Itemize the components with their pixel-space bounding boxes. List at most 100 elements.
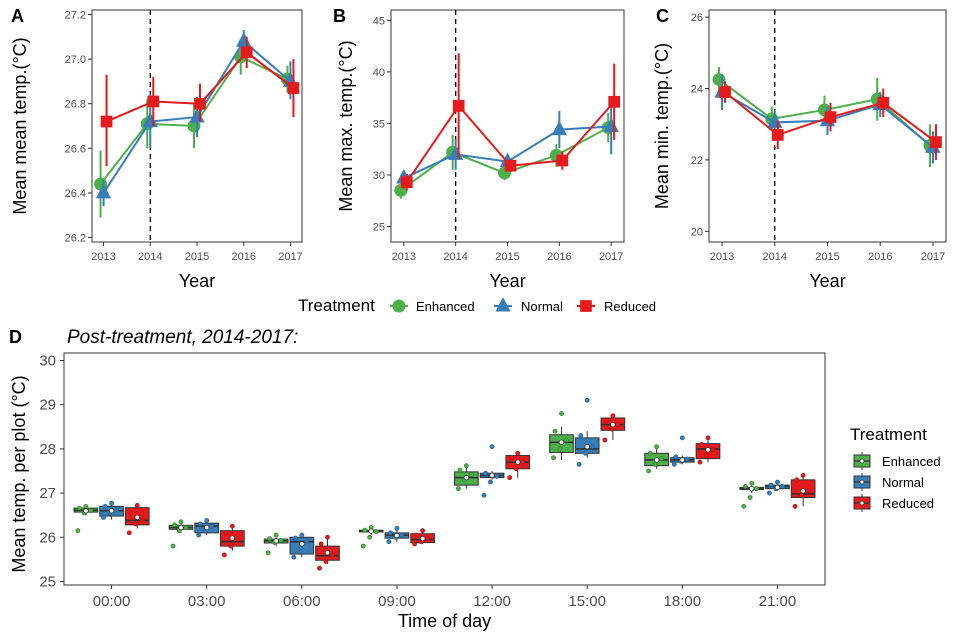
y-tick-label: 24 [691,84,703,96]
jitter-point [805,488,811,494]
data-point-reduced [824,111,837,123]
mean-marker [273,538,279,544]
jitter-point [483,470,489,476]
jitter-point [800,473,806,478]
panel-b-frame [390,9,625,243]
x-tick-label: 18:00 [664,593,702,610]
right-legend-label-reduced: Reduced [882,496,934,511]
data-point-reduced [556,154,569,167]
jitter-point [399,532,405,538]
jitter-point [468,472,474,477]
right-legend: Treatment Enhanced Normal Reduced [850,425,941,512]
x-tick-label: 21:00 [759,593,797,610]
jitter-point [697,459,703,465]
mean-marker [394,532,400,539]
jitter-point [515,450,521,456]
x-tick-label: 2017 [921,251,945,263]
jitter-point [671,461,677,467]
x-tick-label: 2016 [547,251,571,263]
box-reduced-06-00 [315,534,340,571]
mean-marker [610,421,616,428]
y-tick-label: 45 [373,15,385,27]
mean-marker [368,528,374,534]
jitter-point [494,473,500,479]
jitter-point [779,484,785,489]
panel-d-letter: D [9,327,22,347]
top-legend-key-reduced [580,300,592,312]
data-point-reduced [452,100,465,112]
panel-c-letter: C [656,6,669,26]
panel-d-frame [63,352,826,586]
jitter-point [394,526,400,531]
jitter-point [792,503,798,509]
jitter-point [659,456,664,462]
mean-marker [463,474,470,481]
jitter-point [507,475,513,481]
top-legend-key-normal [495,297,511,312]
box-normal-06-00 [289,532,315,560]
mean-marker [134,514,140,521]
jitter-point [229,523,235,529]
mean-marker [800,488,806,494]
data-point-reduced [504,159,517,172]
jitter-point [102,503,108,509]
y-tick-label: 26.8 [65,99,86,111]
jitter-point [101,514,106,520]
jitter-point [183,525,189,530]
top-legend-title: Treatment [298,296,375,315]
jitter-point [608,426,614,432]
mean-marker [83,508,89,514]
jitter-point [360,543,366,549]
y-tick-label: 26.2 [65,233,86,245]
jitter-point [134,503,140,508]
jitter-point [563,437,569,443]
jitter-point [578,433,584,439]
jitter-point [584,397,590,403]
jitter-point [489,444,495,450]
box-series-enhanced [73,411,765,556]
jitter-point [589,444,595,450]
mean-marker [558,439,565,445]
mean-marker [229,535,236,541]
box-reduced-12-00 [505,450,531,481]
mean-marker [419,535,426,542]
jitter-point [83,503,89,509]
jitter-point [88,508,94,514]
y-tick-label: 27.2 [65,9,86,21]
series-reduced [100,36,300,167]
jitter-point [425,535,430,541]
jitter-point [221,552,227,558]
box-normal-12-00 [479,444,505,498]
panel-a-letter: A [11,6,24,26]
jitter-point [747,495,753,500]
jitter-point [386,539,392,545]
jitter-point [139,517,145,522]
box-reduced-03-00 [220,523,245,558]
box-enhanced-15-00 [549,411,574,461]
x-axis-title: Year [809,271,845,291]
x-tick-label: 2013 [392,251,416,263]
jitter-point [488,479,493,485]
jitter-point [325,534,330,540]
jitter-point [654,444,660,450]
jitter-point [170,543,176,549]
y-tick-label: 26 [39,529,56,546]
x-tick-label: 2014 [443,251,467,263]
mean-marker [324,550,331,556]
y-axis-title: Mean temp. per plot (°C) [9,375,29,572]
jitter-point [278,537,284,543]
mean-marker [178,524,184,531]
jitter-point [710,447,716,453]
jitter-point [768,482,774,488]
jitter-point [775,479,780,485]
box-reduced-00-00 [124,503,150,536]
data-point-normal [95,183,112,199]
mean-marker [705,447,711,453]
y-tick-label: 29 [39,397,56,414]
x-tick-label: 2017 [599,251,623,263]
data-point-reduced [100,115,113,128]
jitter-point [204,518,210,523]
box-reduced-18-00 [695,435,721,465]
jitter-point [705,435,711,441]
jitter-point [513,466,519,472]
